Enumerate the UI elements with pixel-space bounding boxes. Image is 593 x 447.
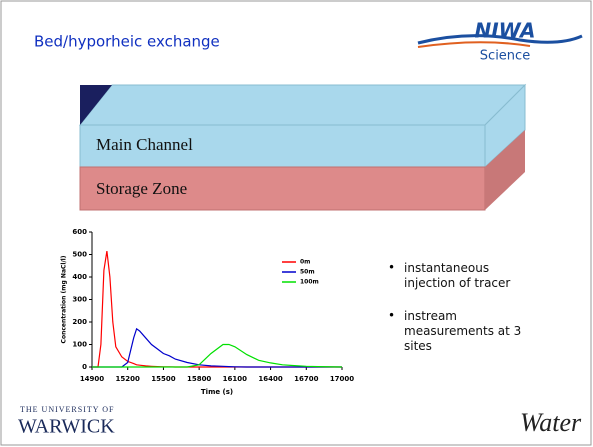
legend-label: 0m (300, 259, 310, 266)
bullet-text-cont: injection of tracer (404, 276, 510, 290)
x-tick-label: 16100 (223, 375, 247, 383)
university-line: THE UNIVERSITY OF (20, 405, 114, 414)
bullet-text-cont: sites (404, 339, 432, 353)
legend-label: 100m (300, 279, 319, 286)
x-tick-label: 16700 (294, 375, 318, 383)
x-axis-label: Time (s) (201, 388, 233, 396)
diagram-label: Main Channel (96, 135, 193, 154)
y-tick-label: 400 (72, 273, 87, 281)
tagline: Water (520, 408, 582, 437)
y-axis-label: Concentration (mg NaCl/l) (61, 255, 68, 343)
y-tick-label: 300 (72, 296, 87, 304)
legend-label: 50m (300, 269, 315, 276)
channel-top (80, 85, 525, 125)
slide-title: Bed/hyporheic exchange (34, 33, 220, 51)
y-tick-label: 0 (82, 363, 87, 371)
x-tick-label: 17000 (330, 375, 354, 383)
bullet-text: instantaneous (404, 261, 489, 275)
y-tick-label: 500 (72, 251, 87, 259)
logo-name: NIWA (474, 19, 535, 43)
logo-subtitle: Science (480, 49, 530, 64)
x-tick-label: 15500 (151, 375, 175, 383)
y-tick-label: 600 (72, 228, 87, 236)
x-tick-label: 15200 (116, 375, 140, 383)
x-tick-label: 15800 (187, 375, 211, 383)
x-tick-label: 16400 (258, 375, 282, 383)
bullet-dot: • (388, 309, 395, 323)
university-name: WARWICK (18, 416, 115, 438)
y-tick-label: 200 (72, 318, 87, 326)
x-tick-label: 14900 (80, 375, 104, 383)
bullet-dot: • (388, 261, 395, 275)
diagram-label: Storage Zone (96, 179, 187, 198)
bullet-text: instream (404, 309, 457, 323)
y-tick-label: 100 (72, 341, 87, 349)
bullet-text-cont: measurements at 3 (404, 324, 521, 338)
page: Bed/hyporheic exchange NIWA Science Main… (0, 0, 593, 447)
slide: Bed/hyporheic exchange NIWA Science Main… (0, 0, 593, 447)
